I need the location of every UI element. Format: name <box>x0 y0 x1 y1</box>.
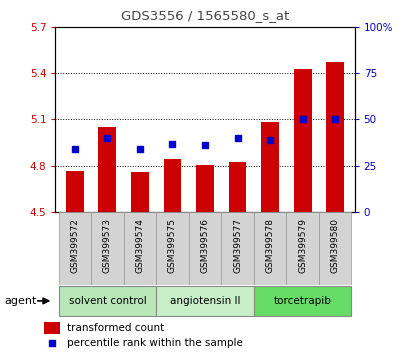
Text: GSM399577: GSM399577 <box>232 218 241 273</box>
Bar <box>253 286 351 316</box>
Bar <box>91 212 124 285</box>
Text: percentile rank within the sample: percentile rank within the sample <box>67 338 243 348</box>
Bar <box>45 322 60 334</box>
Bar <box>318 212 351 285</box>
Bar <box>221 212 253 285</box>
Bar <box>58 212 91 285</box>
Bar <box>196 165 213 212</box>
Bar <box>228 162 246 212</box>
Bar <box>285 212 318 285</box>
Bar <box>130 172 148 212</box>
Text: transformed count: transformed count <box>67 323 164 333</box>
Text: angiotensin II: angiotensin II <box>169 296 240 306</box>
Text: torcetrapib: torcetrapib <box>273 296 331 306</box>
Bar <box>124 212 156 285</box>
Bar <box>253 212 285 285</box>
Bar <box>188 212 221 285</box>
Text: GSM399573: GSM399573 <box>103 218 112 273</box>
Text: GSM399580: GSM399580 <box>330 218 339 273</box>
Text: solvent control: solvent control <box>68 296 146 306</box>
Bar <box>326 62 343 212</box>
Text: GSM399576: GSM399576 <box>200 218 209 273</box>
Bar <box>156 286 253 316</box>
Bar <box>98 127 116 212</box>
Bar <box>261 122 279 212</box>
Text: GSM399575: GSM399575 <box>168 218 177 273</box>
Text: GDS3556 / 1565580_s_at: GDS3556 / 1565580_s_at <box>121 9 288 22</box>
Bar <box>293 69 311 212</box>
Text: agent: agent <box>4 296 36 306</box>
Bar <box>66 171 83 212</box>
Bar <box>58 286 156 316</box>
Text: GSM399578: GSM399578 <box>265 218 274 273</box>
Bar <box>163 159 181 212</box>
Text: GSM399579: GSM399579 <box>297 218 306 273</box>
Text: GSM399574: GSM399574 <box>135 218 144 273</box>
Text: GSM399572: GSM399572 <box>70 218 79 273</box>
Bar <box>156 212 188 285</box>
